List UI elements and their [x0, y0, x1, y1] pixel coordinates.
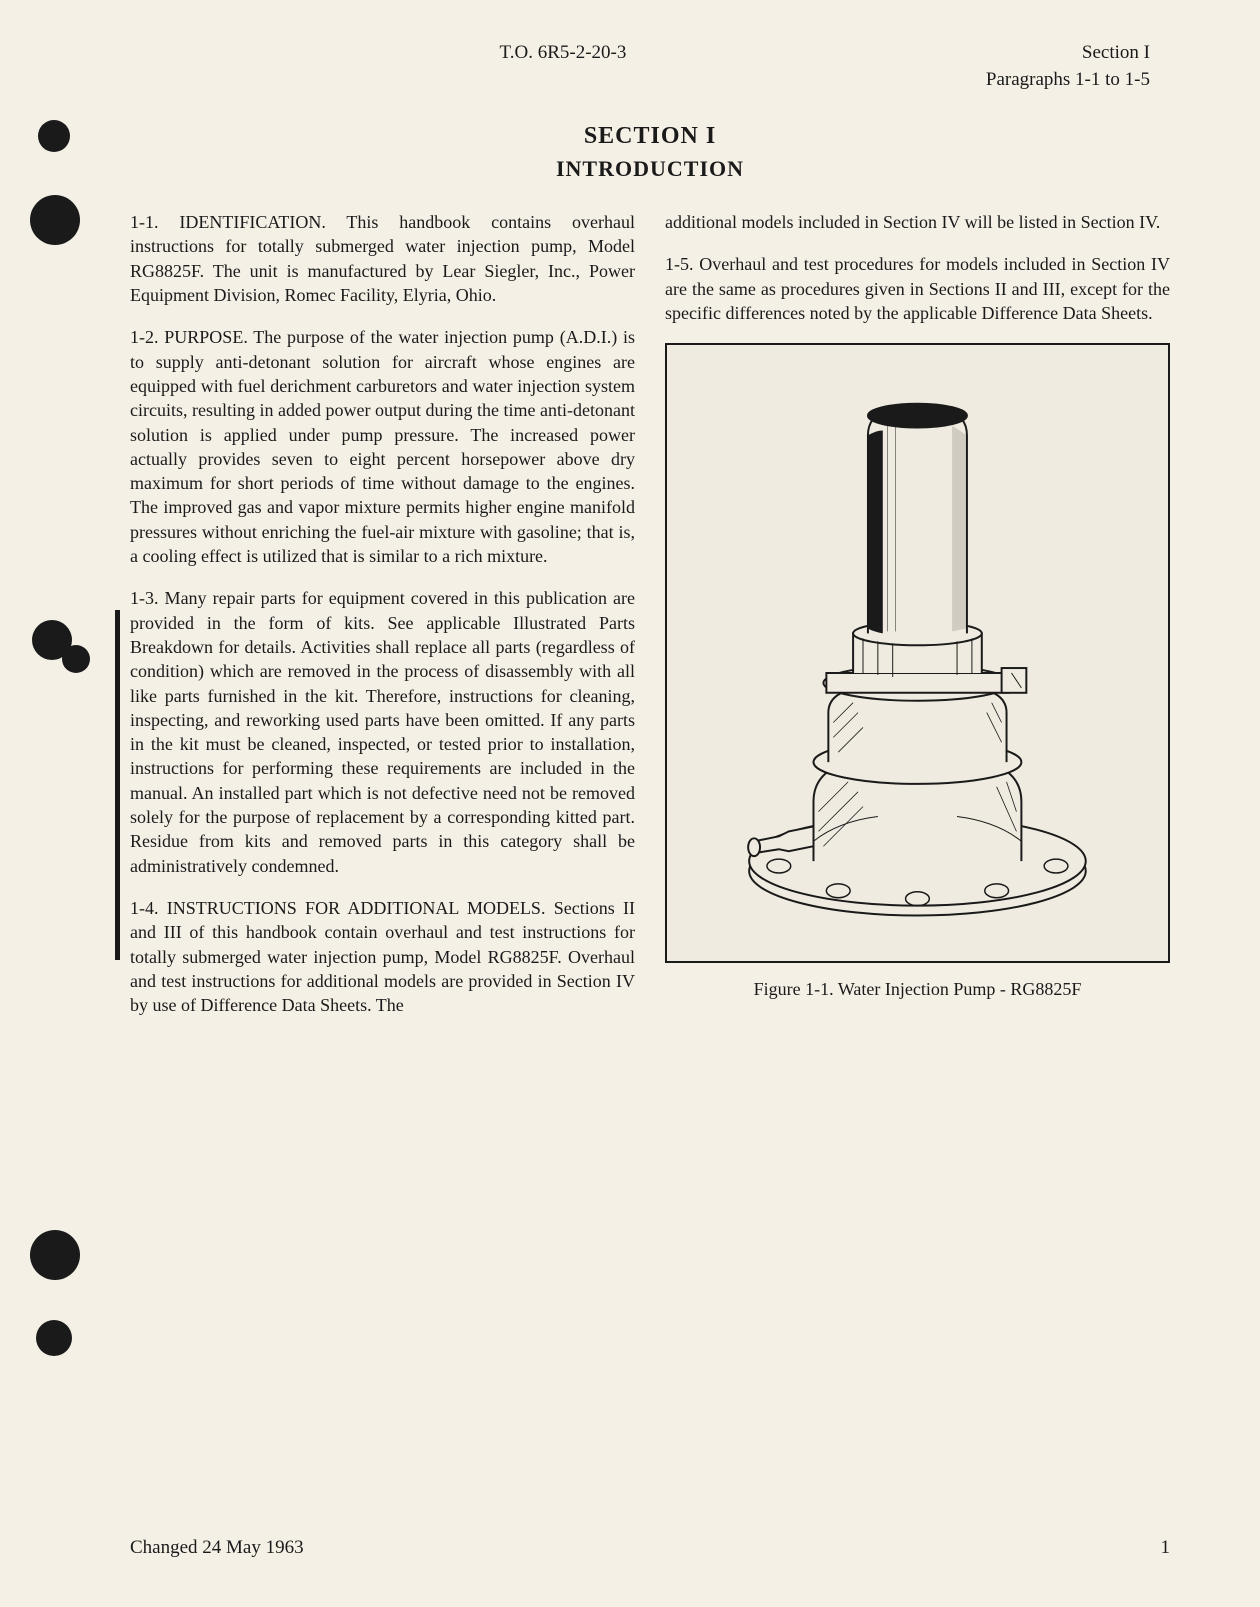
revision-bar-icon	[115, 610, 120, 960]
section-title: SECTION I	[130, 123, 1170, 150]
page: T.O. 6R5-2-20-3 Section I Paragraphs 1-1…	[0, 0, 1260, 1607]
technical-order-number: T.O. 6R5-2-20-3	[140, 40, 986, 64]
page-footer: Changed 24 May 1963 1	[130, 1537, 1170, 1559]
left-column: 1-1. IDENTIFICATION. This handbook conta…	[130, 210, 635, 1017]
section-subtitle: INTRODUCTION	[130, 156, 1170, 182]
punch-hole-icon	[62, 645, 90, 673]
paragraph-1-4: 1-4. INSTRUCTIONS FOR ADDITIONAL MODELS.…	[130, 896, 635, 1017]
right-column: additional models included in Section IV…	[665, 210, 1170, 1017]
punch-hole-icon	[38, 120, 70, 152]
section-label: Section I	[986, 40, 1150, 67]
content-columns: 1-1. IDENTIFICATION. This handbook conta…	[130, 210, 1170, 1017]
punch-hole-icon	[30, 195, 80, 245]
paragraph-1-4-continued: additional models included in Section IV…	[665, 210, 1170, 234]
page-header: T.O. 6R5-2-20-3 Section I Paragraphs 1-1…	[130, 40, 1170, 93]
punch-hole-icon	[30, 1230, 80, 1280]
section-reference: Section I Paragraphs 1-1 to 1-5	[986, 40, 1150, 93]
water-injection-pump-icon	[692, 376, 1143, 930]
paragraph-1-3: 1-3. Many repair parts for equipment cov…	[130, 586, 635, 878]
figure-caption: Figure 1-1. Water Injection Pump - RG882…	[665, 977, 1170, 1001]
figure-1-1-illustration	[665, 343, 1170, 963]
paragraphs-range: Paragraphs 1-1 to 1-5	[986, 67, 1150, 94]
punch-hole-icon	[36, 1320, 72, 1356]
paragraph-1-2: 1-2. PURPOSE. The purpose of the water i…	[130, 325, 635, 568]
paragraph-1-1: 1-1. IDENTIFICATION. This handbook conta…	[130, 210, 635, 307]
page-number: 1	[1161, 1537, 1171, 1559]
paragraph-1-5: 1-5. Overhaul and test procedures for mo…	[665, 252, 1170, 325]
change-date: Changed 24 May 1963	[130, 1537, 304, 1559]
